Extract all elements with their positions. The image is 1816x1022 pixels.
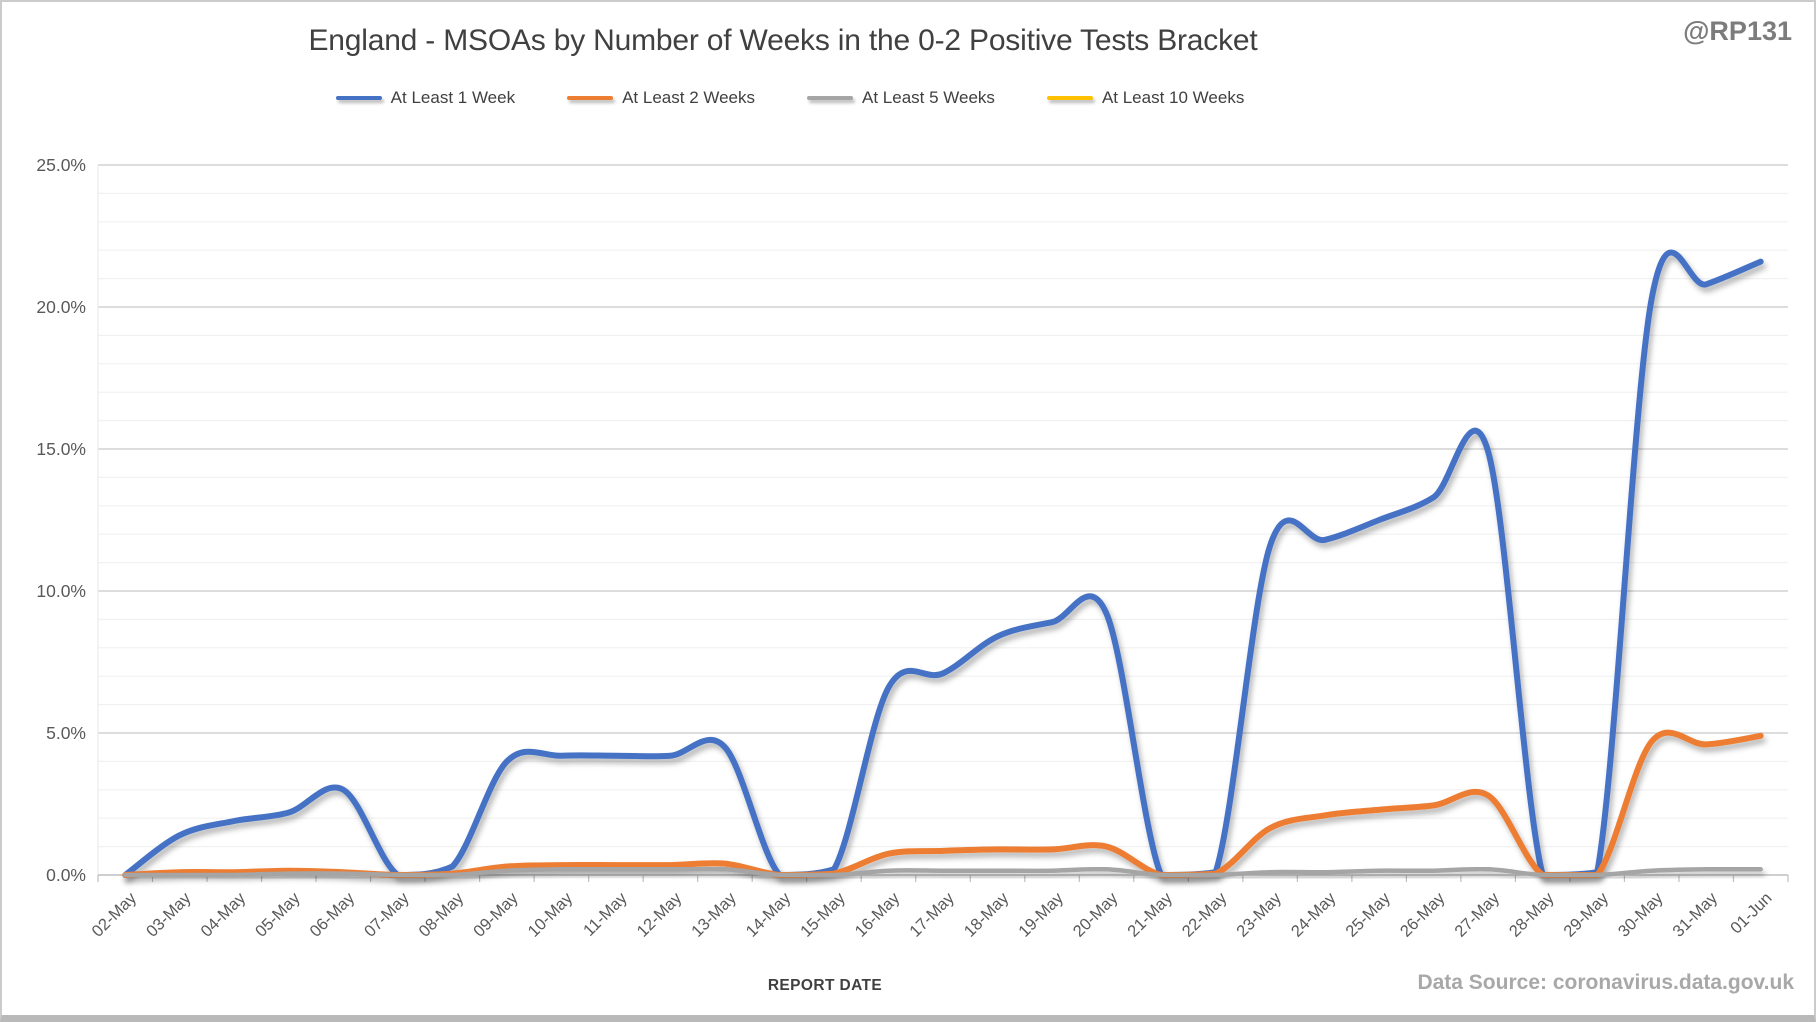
y-tick-label: 0.0% [46, 865, 86, 885]
y-tick-label: 25.0% [36, 155, 86, 175]
legend-item: At Least 1 Week [335, 88, 516, 108]
x-tick-label: 28-May [1506, 889, 1558, 941]
x-tick-label: 15-May [797, 889, 849, 941]
x-tick-label: 05-May [252, 889, 304, 941]
x-tick-label: 23-May [1233, 889, 1285, 941]
y-tick-label: 10.0% [36, 581, 86, 601]
x-tick-label: 08-May [416, 889, 468, 941]
x-tick-label: 13-May [688, 889, 740, 941]
x-tick-label: 29-May [1560, 889, 1612, 941]
series-line-at-least-2-weeks [122, 729, 1764, 878]
legend-swatch-icon [1046, 95, 1093, 101]
x-tick-label: 09-May [470, 889, 522, 941]
legend-label: At Least 5 Weeks [862, 88, 995, 107]
x-tick-label: 06-May [307, 889, 359, 941]
x-tick-label: 12-May [634, 889, 686, 941]
series-line-at-least-1-week [122, 249, 1764, 878]
x-tick-label: 02-May [88, 889, 140, 941]
legend-swatch-icon [335, 95, 382, 101]
x-tick-label: 01-Jun [1727, 889, 1775, 937]
x-tick-label: 26-May [1397, 889, 1449, 941]
x-axis-title: REPORT DATE [767, 977, 883, 994]
x-tick-label: 27-May [1451, 889, 1503, 941]
data-source-note: Data Source: coronavirus.data.gov.uk [1417, 971, 1794, 994]
x-tick-label: 18-May [961, 889, 1013, 941]
x-tick-label: 17-May [906, 889, 958, 941]
legend-label: At Least 10 Weeks [1101, 88, 1245, 107]
x-tick-label: 16-May [852, 889, 904, 941]
x-tick-label: 21-May [1124, 889, 1176, 941]
y-tick-label: 5.0% [46, 723, 86, 743]
legend-item: At Least 2 Weeks [567, 88, 755, 108]
x-tick-label: 14-May [743, 889, 795, 941]
x-tick-label: 30-May [1615, 889, 1667, 941]
x-tick-label: 03-May [143, 889, 195, 941]
watermark: @RP131 [1683, 16, 1792, 46]
x-tick-label: 25-May [1342, 889, 1394, 941]
y-tick-label: 15.0% [36, 439, 86, 459]
legend-swatch-icon [567, 95, 614, 101]
legend: At Least 1 Week At Least 2 Weeks At Least … [0, 88, 1580, 108]
x-tick-label: 11-May [580, 889, 631, 940]
legend-label: At Least 1 Week [390, 88, 516, 107]
x-tick-label: 04-May [197, 889, 249, 941]
legend-swatch-icon [807, 95, 854, 101]
x-tick-label: 22-May [1179, 889, 1231, 941]
x-tick-label: 07-May [361, 889, 413, 941]
x-tick-label: 31-May [1669, 889, 1721, 941]
y-tick-label: 20.0% [36, 297, 86, 317]
x-tick-label: 19-May [1015, 889, 1067, 941]
legend-label: At Least 2 Weeks [622, 88, 756, 107]
x-tick-label: 20-May [1070, 889, 1122, 941]
legend-item: At Least 5 Weeks [807, 88, 995, 108]
chart-title: England - MSOAs by Number of Weeks in th… [308, 24, 1258, 57]
legend-item: At Least 10 Weeks [1046, 88, 1245, 108]
x-tick-label: 10-May [525, 889, 577, 941]
x-tick-label: 24-May [1288, 889, 1340, 941]
